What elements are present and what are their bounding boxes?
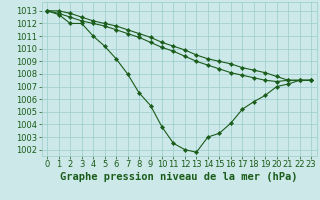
X-axis label: Graphe pression niveau de la mer (hPa): Graphe pression niveau de la mer (hPa)	[60, 172, 298, 182]
